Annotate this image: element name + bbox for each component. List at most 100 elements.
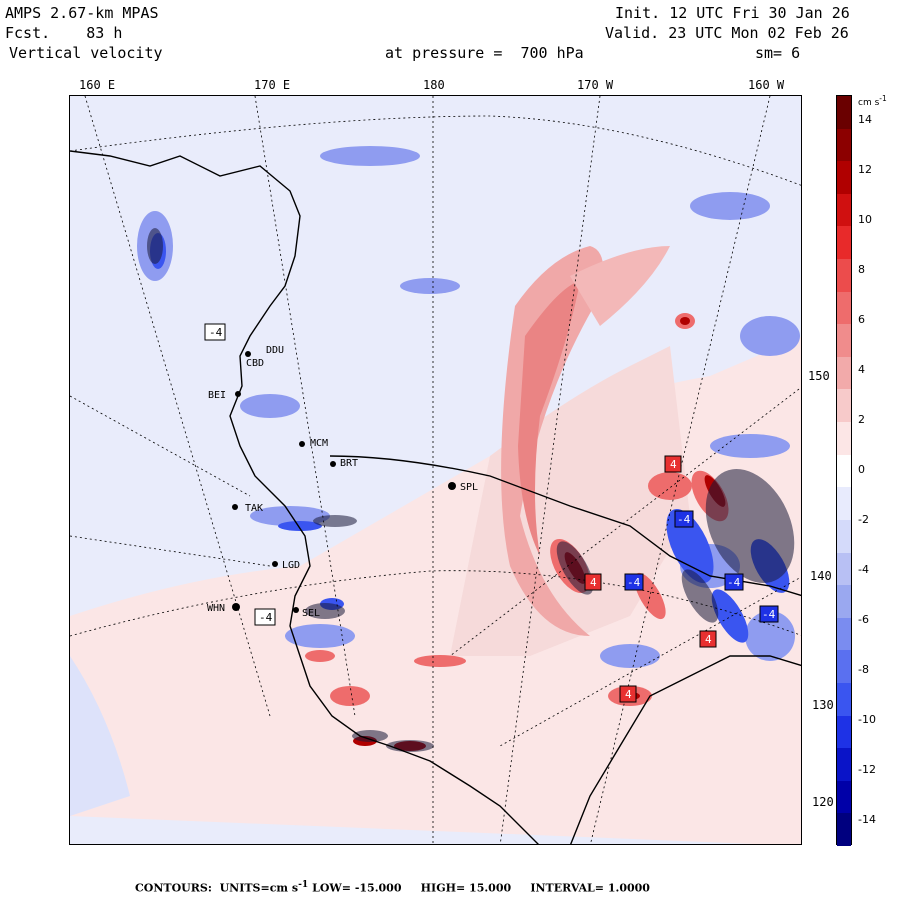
- init-value: 12 UTC Fri 30 Jan 26: [669, 4, 850, 22]
- svg-text:-4: -4: [762, 608, 776, 621]
- svg-text:4: 4: [590, 576, 597, 589]
- colorbar-segment: [837, 650, 851, 684]
- footer-high-value: 15.000: [469, 881, 512, 895]
- colorbar-segment: [837, 454, 851, 488]
- forecast-value: 83 h: [86, 24, 123, 42]
- contour-box: -4: [624, 573, 644, 591]
- colorbar-segment: [837, 487, 851, 521]
- colorbar-tick-label: 6: [858, 313, 865, 326]
- pale-blue-region: [70, 656, 130, 816]
- colorbar-units-text: cm s: [858, 98, 880, 108]
- station-marker-ddu: [245, 351, 251, 357]
- contour-box: 4: [584, 573, 602, 591]
- contour-value-boxes: -4 -4 4 -4 -4 4 -4 4 -4 4: [204, 323, 779, 703]
- colorbar-units-exp: -1: [879, 94, 887, 103]
- station-marker-brt: [330, 461, 336, 467]
- colorbar-tick-label: -8: [858, 663, 869, 676]
- colorbar-tick-label: 10: [858, 213, 872, 226]
- svg-text:-4: -4: [677, 513, 691, 526]
- contour-box: -4: [724, 573, 744, 591]
- contour-box: -4: [674, 510, 694, 528]
- colorbar-segment: [837, 193, 851, 227]
- colorbar-tick-label: -6: [858, 613, 869, 626]
- station-label-lgd: LGD: [282, 560, 300, 571]
- colorbar-segment: [837, 291, 851, 325]
- smoothing: sm= 6: [755, 44, 801, 62]
- station-markers: [232, 351, 456, 613]
- colorbar-tick-label: -2: [858, 513, 869, 526]
- station-label-tak: TAK: [245, 503, 263, 514]
- pressure-value: 700 hPa: [520, 44, 584, 62]
- colorbar-tick-label: -12: [858, 763, 876, 776]
- colorbar-segment: [837, 552, 851, 586]
- colorbar-segment: [837, 617, 851, 651]
- station-label-bei: BEI: [208, 390, 226, 401]
- uplift-band-inner: [518, 281, 580, 556]
- init-label: Init.: [615, 4, 661, 22]
- station-marker-spl: [448, 482, 456, 490]
- colorbar-segment: [837, 128, 851, 162]
- colorbar-tick-label: -4: [858, 563, 869, 576]
- coastline: [70, 150, 539, 844]
- svg-text:4: 4: [670, 458, 677, 471]
- station-label-brt: BRT: [340, 458, 358, 469]
- colorbar-tick-label: 14: [858, 113, 872, 126]
- station-labels: DDU CBD MCM BEI BRT TAK SPL LGD WHN SEL: [207, 345, 478, 619]
- colorbar-segment: [837, 748, 851, 782]
- colorbar-segment: [837, 682, 851, 717]
- lon-label-180: 180: [423, 78, 445, 92]
- colorbar-segment: [837, 96, 851, 130]
- forecast-label: Fcst.: [5, 24, 51, 42]
- contour-box: 4: [619, 685, 637, 703]
- footer-contours-info: CONTOURS: UNITS=cm s-1 LOW= -15.000 HIGH…: [135, 879, 650, 895]
- model-title: AMPS 2.67-km MPAS: [5, 4, 159, 22]
- station-marker-sel: [293, 607, 299, 613]
- valid-value: 23 UTC Mon 02 Feb 26: [668, 24, 849, 42]
- footer-low-label: LOW=: [312, 881, 351, 895]
- footer-units-exp: -1: [298, 879, 309, 890]
- colorbar-segment: [837, 715, 851, 749]
- station-label-ddu: DDU: [266, 345, 284, 356]
- colorbar-segment: [837, 161, 851, 195]
- colorbar-units: cm s-1: [858, 94, 887, 108]
- station-label-whn: WHN: [207, 603, 225, 614]
- svg-text:4: 4: [705, 633, 712, 646]
- pressure-level: at pressure = 700 hPa: [385, 44, 584, 62]
- colorbar-tick-label: 0: [858, 463, 865, 476]
- svg-text:-4: -4: [209, 326, 223, 339]
- colorbar-tick-label: 8: [858, 263, 865, 276]
- colorbar-tick-label: 2: [858, 413, 865, 426]
- colorbar-segment: [837, 813, 851, 847]
- pressure-label: at pressure =: [385, 44, 503, 62]
- svg-text:-4: -4: [727, 576, 741, 589]
- station-label-mcm: MCM: [310, 438, 328, 449]
- coastline-east: [570, 655, 801, 844]
- station-label-sel: SEL: [302, 608, 320, 619]
- lon-label-170e: 170 E: [254, 78, 291, 92]
- colorbar-tick-label: 4: [858, 363, 865, 376]
- forecast-hours: Fcst. 83 h: [5, 24, 122, 42]
- footer-interval-value: 1.0000: [607, 881, 650, 895]
- station-label-cbd: CBD: [246, 358, 264, 369]
- svg-text:-4: -4: [259, 611, 273, 624]
- lon-label-160e: 160 E: [79, 78, 116, 92]
- svg-text:-4: -4: [627, 576, 641, 589]
- colorbar-segment: [837, 780, 851, 814]
- field-name: Vertical velocity: [9, 44, 163, 62]
- lon-label-160w: 160 W: [748, 78, 785, 92]
- footer-interval-label: INTERVAL=: [530, 881, 604, 895]
- colorbar-segment: [837, 585, 851, 619]
- contour-box: -4: [204, 323, 226, 341]
- colorbar-tick-label: -10: [858, 713, 876, 726]
- colorbar-segment: [837, 226, 851, 260]
- contour-box: -4: [254, 608, 276, 626]
- valid-label: Valid.: [605, 24, 660, 42]
- station-marker-mcm: [299, 441, 305, 447]
- vertical-velocity-map: DDU CBD MCM BEI BRT TAK SPL LGD WHN SEL …: [69, 95, 802, 845]
- footer-units-label: UNITS=cm s: [219, 881, 299, 895]
- station-marker-whn: [232, 603, 240, 611]
- colorbar-segment: [837, 422, 851, 456]
- station-marker-tak: [232, 504, 238, 510]
- station-marker-lgd: [272, 561, 278, 567]
- station-marker-bei: [235, 391, 241, 397]
